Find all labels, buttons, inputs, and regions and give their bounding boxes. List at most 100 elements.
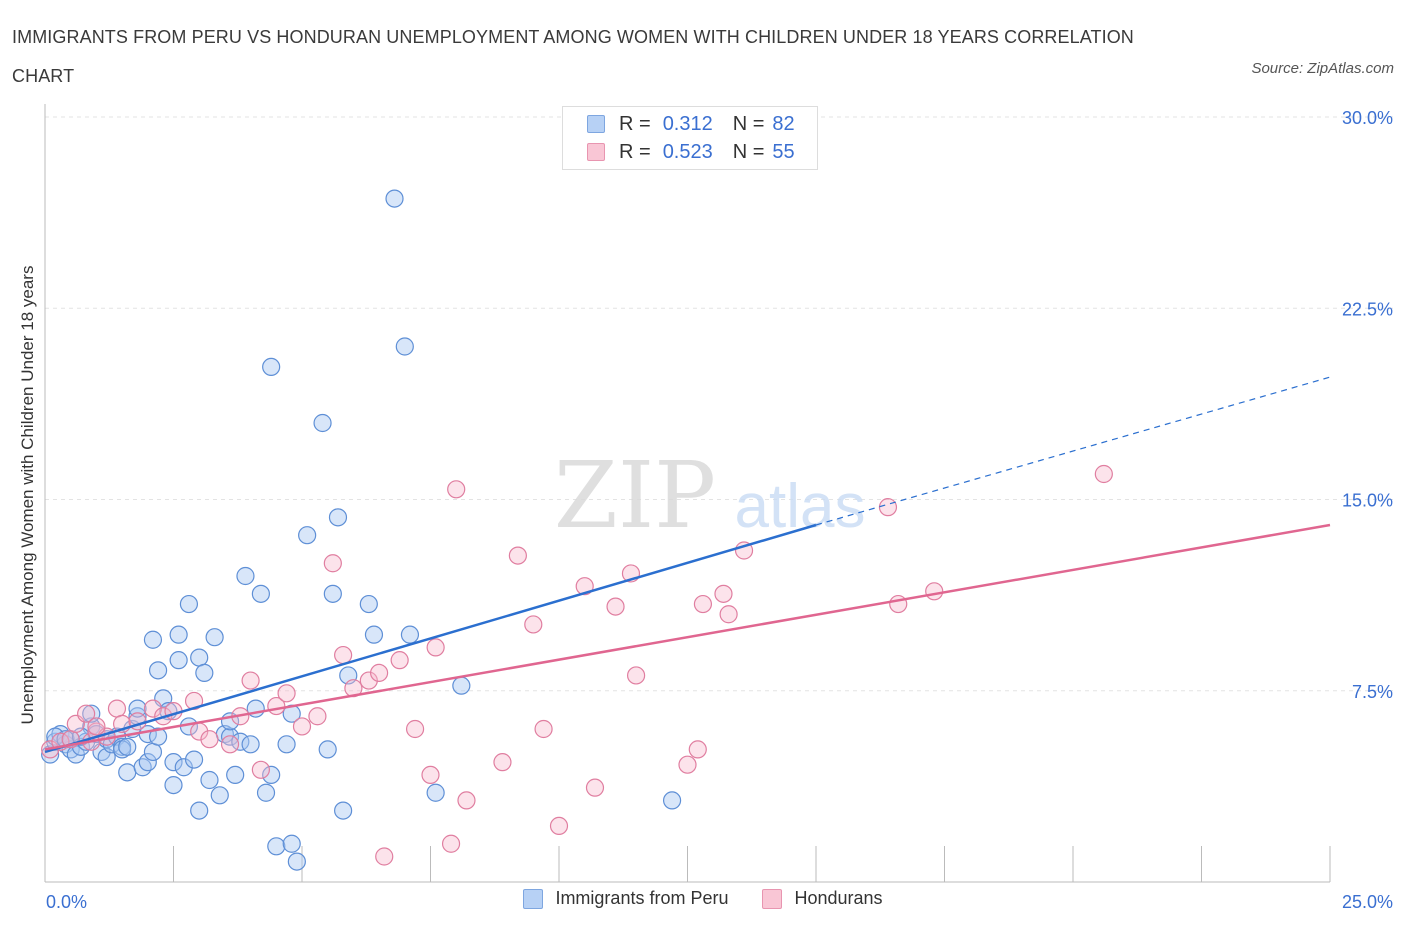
legend-n-value-hondurans: 55 [772, 140, 795, 163]
series-peru-points [41, 189, 682, 871]
data-point-peru [190, 648, 209, 667]
data-point-peru [143, 630, 163, 649]
series-legend: Immigrants from Peru Hondurans [0, 888, 1406, 909]
data-point-peru [385, 189, 404, 208]
data-point-peru [184, 750, 204, 769]
trend-lines [44, 376, 1331, 754]
watermark-zip: ZIP [554, 442, 716, 549]
legend-item-peru[interactable]: Immigrants from Peru [523, 888, 728, 909]
data-point-peru [143, 742, 163, 762]
data-point-peru [118, 763, 137, 782]
watermark: ZIP atlas [554, 442, 866, 549]
data-point-hondurans [714, 584, 733, 603]
data-point-hondurans [878, 498, 898, 517]
data-point-peru [164, 775, 183, 795]
x-tick-label: 0.0% [46, 892, 87, 912]
y-tick-label: 15.0% [1342, 491, 1393, 511]
data-point-peru [426, 783, 445, 802]
data-point-hondurans [390, 651, 409, 670]
y-tick-label: 30.0% [1342, 108, 1393, 128]
data-point-peru [236, 566, 255, 586]
data-point-peru [262, 357, 281, 376]
data-point-peru [262, 765, 281, 785]
grid-lines [45, 116, 1395, 692]
legend-n-label: N = [732, 112, 765, 135]
data-point-peru [128, 699, 147, 718]
data-point-hondurans [405, 719, 425, 739]
data-point-peru [282, 834, 301, 853]
data-point-hondurans [925, 582, 944, 601]
data-point-hondurans [308, 707, 327, 726]
legend-row-peru: R = 0.312 N = 82 [587, 110, 795, 138]
data-point-hondurans [1094, 464, 1113, 484]
data-point-peru [133, 758, 152, 777]
trend-line-peru-extension [815, 376, 1331, 526]
data-point-peru [452, 676, 471, 695]
legend-item-hondurans[interactable]: Hondurans [762, 888, 883, 909]
data-point-hondurans [524, 615, 543, 634]
data-point-hondurans [184, 691, 204, 711]
data-point-peru [164, 753, 183, 772]
legend-label-hondurans: Hondurans [794, 888, 883, 908]
data-point-hondurans [441, 834, 461, 853]
data-point-peru [318, 740, 337, 759]
y-tick-label: 22.5% [1342, 299, 1393, 319]
data-point-hondurans [457, 791, 476, 810]
data-point-peru [169, 651, 188, 670]
trend-line-peru [44, 523, 817, 754]
data-point-peru [328, 508, 348, 527]
legend-n-label: N = [732, 140, 765, 163]
data-point-hondurans [241, 671, 260, 690]
data-point-peru [112, 740, 132, 759]
data-point-peru [51, 724, 70, 744]
data-point-hondurans [534, 719, 553, 739]
data-point-peru [400, 625, 420, 644]
data-point-peru [313, 413, 332, 433]
legend-n-value-peru: 82 [772, 112, 795, 135]
data-point-hondurans [508, 546, 527, 565]
y-tick-label: 7.5% [1352, 682, 1393, 702]
legend-swatch-peru [587, 115, 605, 133]
data-point-hondurans [626, 666, 646, 685]
data-point-peru [190, 801, 209, 820]
data-point-hondurans [585, 778, 605, 797]
data-point-hondurans [678, 755, 697, 774]
data-point-hondurans [77, 704, 96, 723]
data-point-hondurans [606, 597, 625, 616]
axes [44, 104, 1331, 883]
trend-line-hondurans [44, 523, 1331, 751]
data-point-peru [323, 584, 342, 603]
data-point-hondurans [323, 554, 342, 573]
data-point-hondurans [370, 663, 389, 683]
data-point-hondurans [421, 765, 440, 785]
data-point-peru [174, 758, 193, 777]
data-point-peru [210, 786, 229, 805]
legend-label-peru: Immigrants from Peru [555, 888, 729, 908]
legend-r-value-hondurans: 0.523 [662, 140, 713, 163]
legend-r-label: R = [619, 140, 651, 163]
data-point-peru [200, 770, 219, 790]
data-point-peru [395, 337, 414, 356]
data-point-peru [277, 735, 296, 754]
data-point-peru [138, 753, 157, 772]
legend-r-label: R = [619, 112, 651, 135]
data-point-peru [298, 526, 317, 545]
tick-labels: 7.5% 15.0% 22.5% 30.0% 0.0% 25.0% [46, 108, 1393, 912]
data-point-hondurans [447, 480, 466, 499]
data-point-hondurans [277, 684, 296, 703]
legend-row-hondurans: R = 0.523 N = 55 [587, 138, 795, 166]
legend-swatch-hondurans [762, 888, 783, 909]
data-point-peru [169, 625, 188, 644]
data-point-hondurans [143, 699, 163, 718]
legend-r-value-peru: 0.312 [662, 112, 713, 135]
data-point-peru [205, 628, 224, 647]
data-point-hondurans [493, 753, 512, 772]
data-point-hondurans [251, 760, 270, 779]
data-point-peru [267, 837, 286, 856]
data-point-hondurans [200, 730, 219, 749]
data-point-hondurans [375, 847, 394, 866]
legend-swatch-peru [523, 888, 544, 909]
correlation-legend: R = 0.312 N = 82 R = 0.523 N = 55 [562, 106, 818, 170]
data-point-hondurans [359, 671, 378, 690]
